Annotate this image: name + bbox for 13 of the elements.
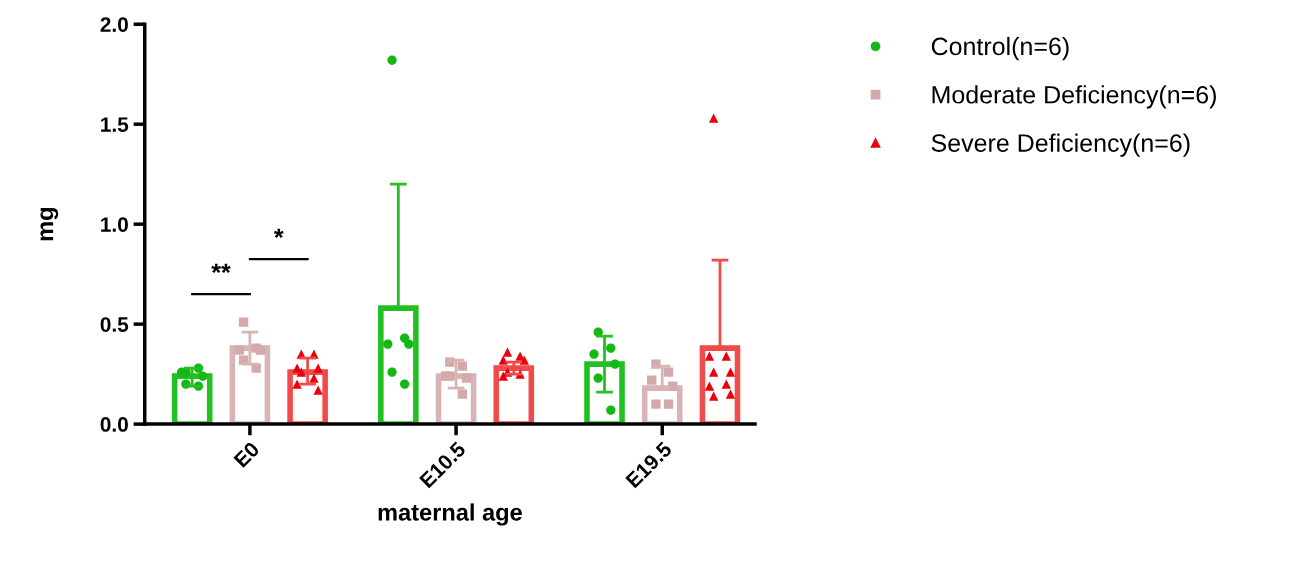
annotation: *: [273, 228, 284, 239]
y-tick-label: 2.0: [100, 17, 128, 32]
legend-label: Severe Deficiency(n=6): [931, 133, 1190, 157]
x-tick-label: E0: [233, 441, 261, 468]
y-tick-label: 1.0: [101, 217, 128, 232]
y-axis-title: mg: [40, 208, 59, 241]
annotation: **: [211, 263, 231, 274]
legend-label: Moderate Deficiency(n=6): [932, 85, 1216, 109]
y-tick-label: 0.0: [100, 417, 128, 432]
x-axis-title: maternal age: [378, 503, 522, 526]
y-tick-label: 0.5: [100, 317, 129, 332]
y-tick-label: 1.5: [101, 117, 129, 132]
legend-label: Control(n=6): [931, 36, 1069, 61]
